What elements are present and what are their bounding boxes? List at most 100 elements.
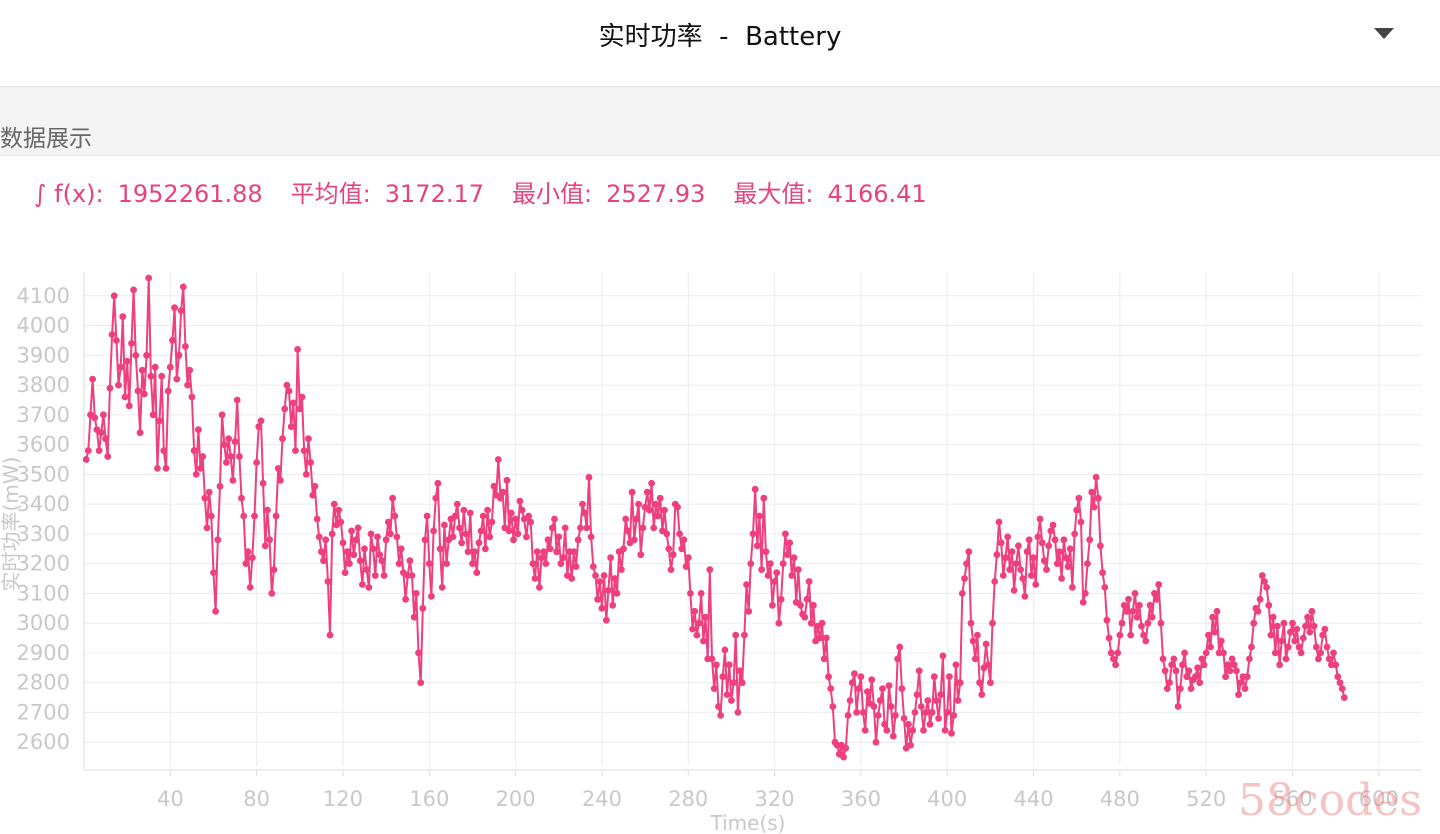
data-point	[753, 542, 761, 550]
data-point	[337, 518, 345, 526]
data-point	[1297, 649, 1305, 657]
chevron-down-icon[interactable]	[1374, 28, 1394, 39]
data-point	[982, 640, 990, 648]
data-point	[151, 363, 159, 371]
data-point	[1250, 619, 1258, 627]
data-point	[732, 631, 740, 639]
data-point	[223, 459, 230, 466]
page-title: 实时功率 - Battery	[598, 22, 842, 52]
data-point	[823, 634, 830, 642]
data-point	[536, 584, 543, 591]
data-point	[527, 518, 535, 526]
data-point	[387, 530, 394, 538]
data-point	[236, 453, 243, 460]
data-point	[171, 304, 179, 312]
data-point	[523, 533, 530, 541]
data-point	[905, 720, 912, 728]
y-tick-label: 3600	[17, 433, 70, 457]
data-point	[309, 491, 317, 499]
data-point	[546, 545, 554, 553]
data-point	[646, 506, 653, 514]
data-point	[469, 560, 476, 567]
data-point	[164, 387, 172, 395]
data-point	[1069, 584, 1076, 591]
data-point	[1097, 542, 1104, 550]
data-point	[596, 578, 604, 585]
data-point	[201, 494, 209, 502]
data-point	[1002, 554, 1009, 562]
data-point	[1060, 536, 1068, 544]
data-point	[277, 476, 284, 484]
data-point	[592, 572, 599, 579]
min-label: 最小值:	[512, 180, 593, 208]
data-point	[1185, 667, 1193, 675]
data-point	[756, 512, 763, 520]
y-tick-label: 2700	[17, 700, 70, 724]
data-point	[930, 673, 938, 681]
data-point	[488, 518, 496, 526]
data-point	[1321, 625, 1329, 633]
data-point	[572, 563, 580, 570]
data-point	[318, 548, 325, 556]
data-point	[279, 435, 286, 443]
data-point	[976, 679, 983, 687]
data-point	[382, 536, 390, 544]
data-point	[305, 435, 312, 443]
data-point	[160, 447, 168, 454]
data-point	[106, 384, 114, 392]
max-value: 4166.41	[827, 180, 927, 208]
data-point	[1194, 664, 1201, 672]
data-point	[697, 590, 705, 597]
data-point	[199, 453, 207, 460]
data-point	[971, 655, 979, 663]
data-point	[1237, 679, 1245, 687]
data-point	[538, 554, 545, 562]
data-point	[458, 539, 466, 547]
data-point	[779, 560, 787, 567]
data-point	[173, 375, 181, 383]
data-point	[840, 753, 847, 761]
data-point	[1112, 661, 1119, 669]
data-point	[143, 351, 151, 359]
data-point	[352, 536, 360, 544]
data-point	[499, 488, 507, 496]
data-point	[868, 676, 876, 684]
data-point	[1235, 691, 1242, 698]
data-point	[1075, 494, 1083, 502]
data-point	[1144, 619, 1152, 627]
data-point	[829, 703, 837, 710]
data-point	[220, 441, 228, 448]
data-point	[557, 560, 565, 567]
data-point	[1129, 607, 1137, 615]
data-point	[378, 557, 386, 565]
data-point	[907, 741, 914, 749]
x-tick-label: 400	[927, 787, 967, 811]
data-point	[182, 343, 189, 350]
data-point	[926, 720, 934, 728]
data-point	[158, 372, 166, 380]
data-point	[1183, 673, 1191, 681]
data-point	[872, 738, 880, 746]
data-point	[397, 545, 405, 553]
data-point	[475, 539, 483, 547]
data-point	[1174, 703, 1182, 710]
data-point	[743, 581, 750, 588]
data-point	[1265, 601, 1273, 609]
max-stat: 最大值: 4166.41	[733, 180, 940, 208]
data-point	[1261, 578, 1268, 585]
data-point	[805, 578, 813, 585]
data-point	[203, 524, 211, 532]
data-point	[1181, 649, 1188, 657]
data-point	[324, 578, 332, 585]
data-point	[687, 590, 694, 597]
data-point	[881, 720, 888, 728]
data-point	[684, 554, 692, 562]
data-point	[1176, 685, 1184, 692]
data-point	[551, 515, 558, 523]
data-point	[797, 601, 804, 609]
data-point	[1332, 661, 1340, 669]
data-point	[1077, 518, 1085, 526]
data-point	[1118, 619, 1126, 627]
data-point	[883, 726, 891, 734]
